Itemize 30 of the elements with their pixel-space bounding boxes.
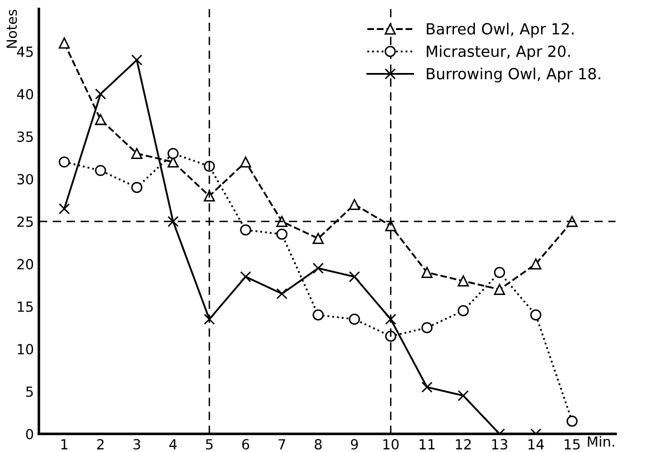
x-tick-label: 11 (420, 439, 435, 450)
x-tick-label: 7 (278, 439, 286, 450)
y-tick-label: 30 (17, 174, 34, 184)
legend-label: Barred Owl, Apr 12. (426, 22, 574, 38)
y-tick-label: 45 (17, 46, 33, 57)
y-tick-label: 15 (18, 302, 33, 312)
x-tick-label: 15 (564, 439, 580, 450)
y-tick-label: 20 (17, 258, 34, 270)
x-tick-label: 2 (97, 439, 104, 450)
x-axis-title: Min. (588, 436, 614, 447)
x-tick-label: 10 (383, 439, 399, 450)
y-tick-label: 10 (18, 344, 34, 354)
x-tick-label: 5 (206, 439, 213, 450)
legend-label: Burrowing Owl, Apr 18. (426, 68, 600, 82)
x-tick-label: 9 (350, 439, 358, 450)
x-tick-label: 1 (61, 439, 68, 450)
y-tick-label: 5 (26, 386, 33, 397)
y-tick-label: 25 (17, 216, 33, 227)
x-tick-label: 12 (456, 439, 471, 450)
y-axis-title: Notes (6, 10, 17, 48)
x-tick-label: 6 (242, 439, 250, 450)
y-tick-label: 35 (17, 131, 33, 142)
y-tick-label: 40 (17, 88, 34, 100)
y-tick-label: 0 (26, 428, 34, 440)
x-tick-label: 4 (169, 439, 177, 450)
x-tick-label: 8 (314, 439, 322, 450)
x-tick-label: 13 (492, 439, 508, 450)
x-tick-label: 14 (528, 439, 544, 450)
x-tick-label: 3 (133, 439, 140, 450)
legend-label: Micrasteur, Apr 20. (426, 45, 570, 60)
